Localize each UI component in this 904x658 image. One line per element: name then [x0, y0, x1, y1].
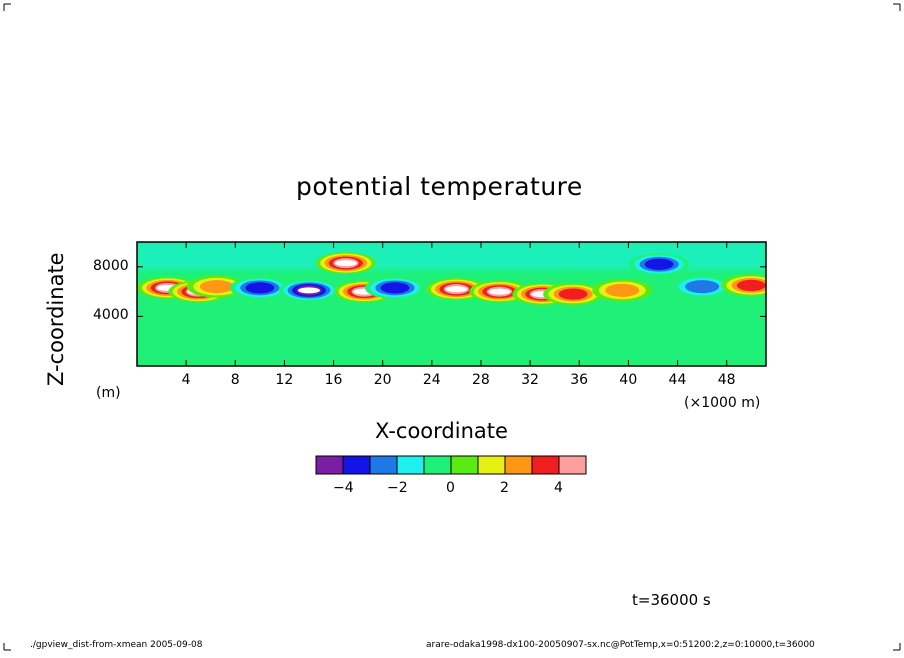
x-tick-label: 24	[422, 372, 441, 388]
footer-right: arare-odaka1998-dx100-20050907-sx.nc@Pot…	[426, 640, 815, 650]
time-label: t=36000 s	[632, 591, 711, 609]
y-tick-label: 4000	[93, 307, 129, 324]
field-feature	[364, 276, 425, 299]
colorbar-tick-label: 2	[500, 480, 509, 496]
corner-mark-bl	[3, 643, 11, 651]
corner-mark-tl	[3, 3, 11, 11]
colorbar-swatch	[531, 455, 560, 475]
footer-left: ./gpview_dist-from-xmean 2005-09-08	[30, 640, 203, 650]
colorbar-tick-label: 4	[554, 480, 563, 496]
colorbar-tick-label: −2	[387, 480, 408, 496]
field-feature	[426, 278, 487, 301]
field-feature	[186, 275, 247, 298]
chart-title: potential temperature	[296, 172, 583, 201]
colorbar-swatch	[369, 455, 398, 475]
colorbar-swatch	[558, 455, 587, 475]
x-axis-unit: (×1000 m)	[684, 395, 761, 411]
x-tick-label: 8	[230, 372, 240, 388]
field-feature	[672, 275, 733, 298]
y-tick-label: 8000	[93, 257, 129, 274]
x-tick-label: 32	[521, 372, 539, 388]
x-tick-label: 40	[619, 372, 638, 388]
colorbar-swatch	[342, 455, 371, 475]
colorbar-tick-label: 0	[446, 480, 455, 496]
colorbar	[315, 455, 587, 475]
field-feature	[721, 274, 766, 297]
x-tick-label: 44	[668, 372, 687, 388]
colorbar-swatch	[477, 455, 506, 475]
x-tick-label: 16	[324, 372, 343, 388]
axis-ticks	[137, 242, 766, 366]
y-axis-unit: (m)	[96, 385, 121, 401]
colorbar-swatch	[396, 455, 425, 475]
x-tick-label: 36	[570, 372, 589, 388]
colorbar-swatch	[315, 455, 344, 475]
plot-frame	[136, 241, 767, 367]
x-axis-label: X-coordinate	[375, 419, 508, 443]
field-feature	[229, 276, 290, 299]
x-tick-label: 48	[717, 372, 736, 388]
x-tick-label: 4	[181, 372, 191, 388]
corner-mark-br	[893, 643, 901, 651]
colorbar-swatch	[504, 455, 533, 475]
y-axis-label: Z-coordinate	[44, 252, 68, 386]
field-feature	[315, 252, 376, 275]
colorbar-swatch	[450, 455, 479, 475]
x-tick-label: 20	[373, 372, 392, 388]
field-feature	[592, 279, 653, 302]
x-tick-label: 28	[471, 372, 490, 388]
heatmap-field	[137, 242, 766, 366]
field-feature	[543, 283, 604, 306]
colorbar-swatch	[423, 455, 452, 475]
colorbar-tick-label: −4	[333, 480, 354, 496]
field-feature	[629, 253, 690, 276]
field-feature	[278, 279, 339, 302]
corner-marks	[3, 3, 901, 651]
x-tick-label: 12	[275, 372, 294, 388]
corner-mark-tr	[893, 3, 901, 11]
